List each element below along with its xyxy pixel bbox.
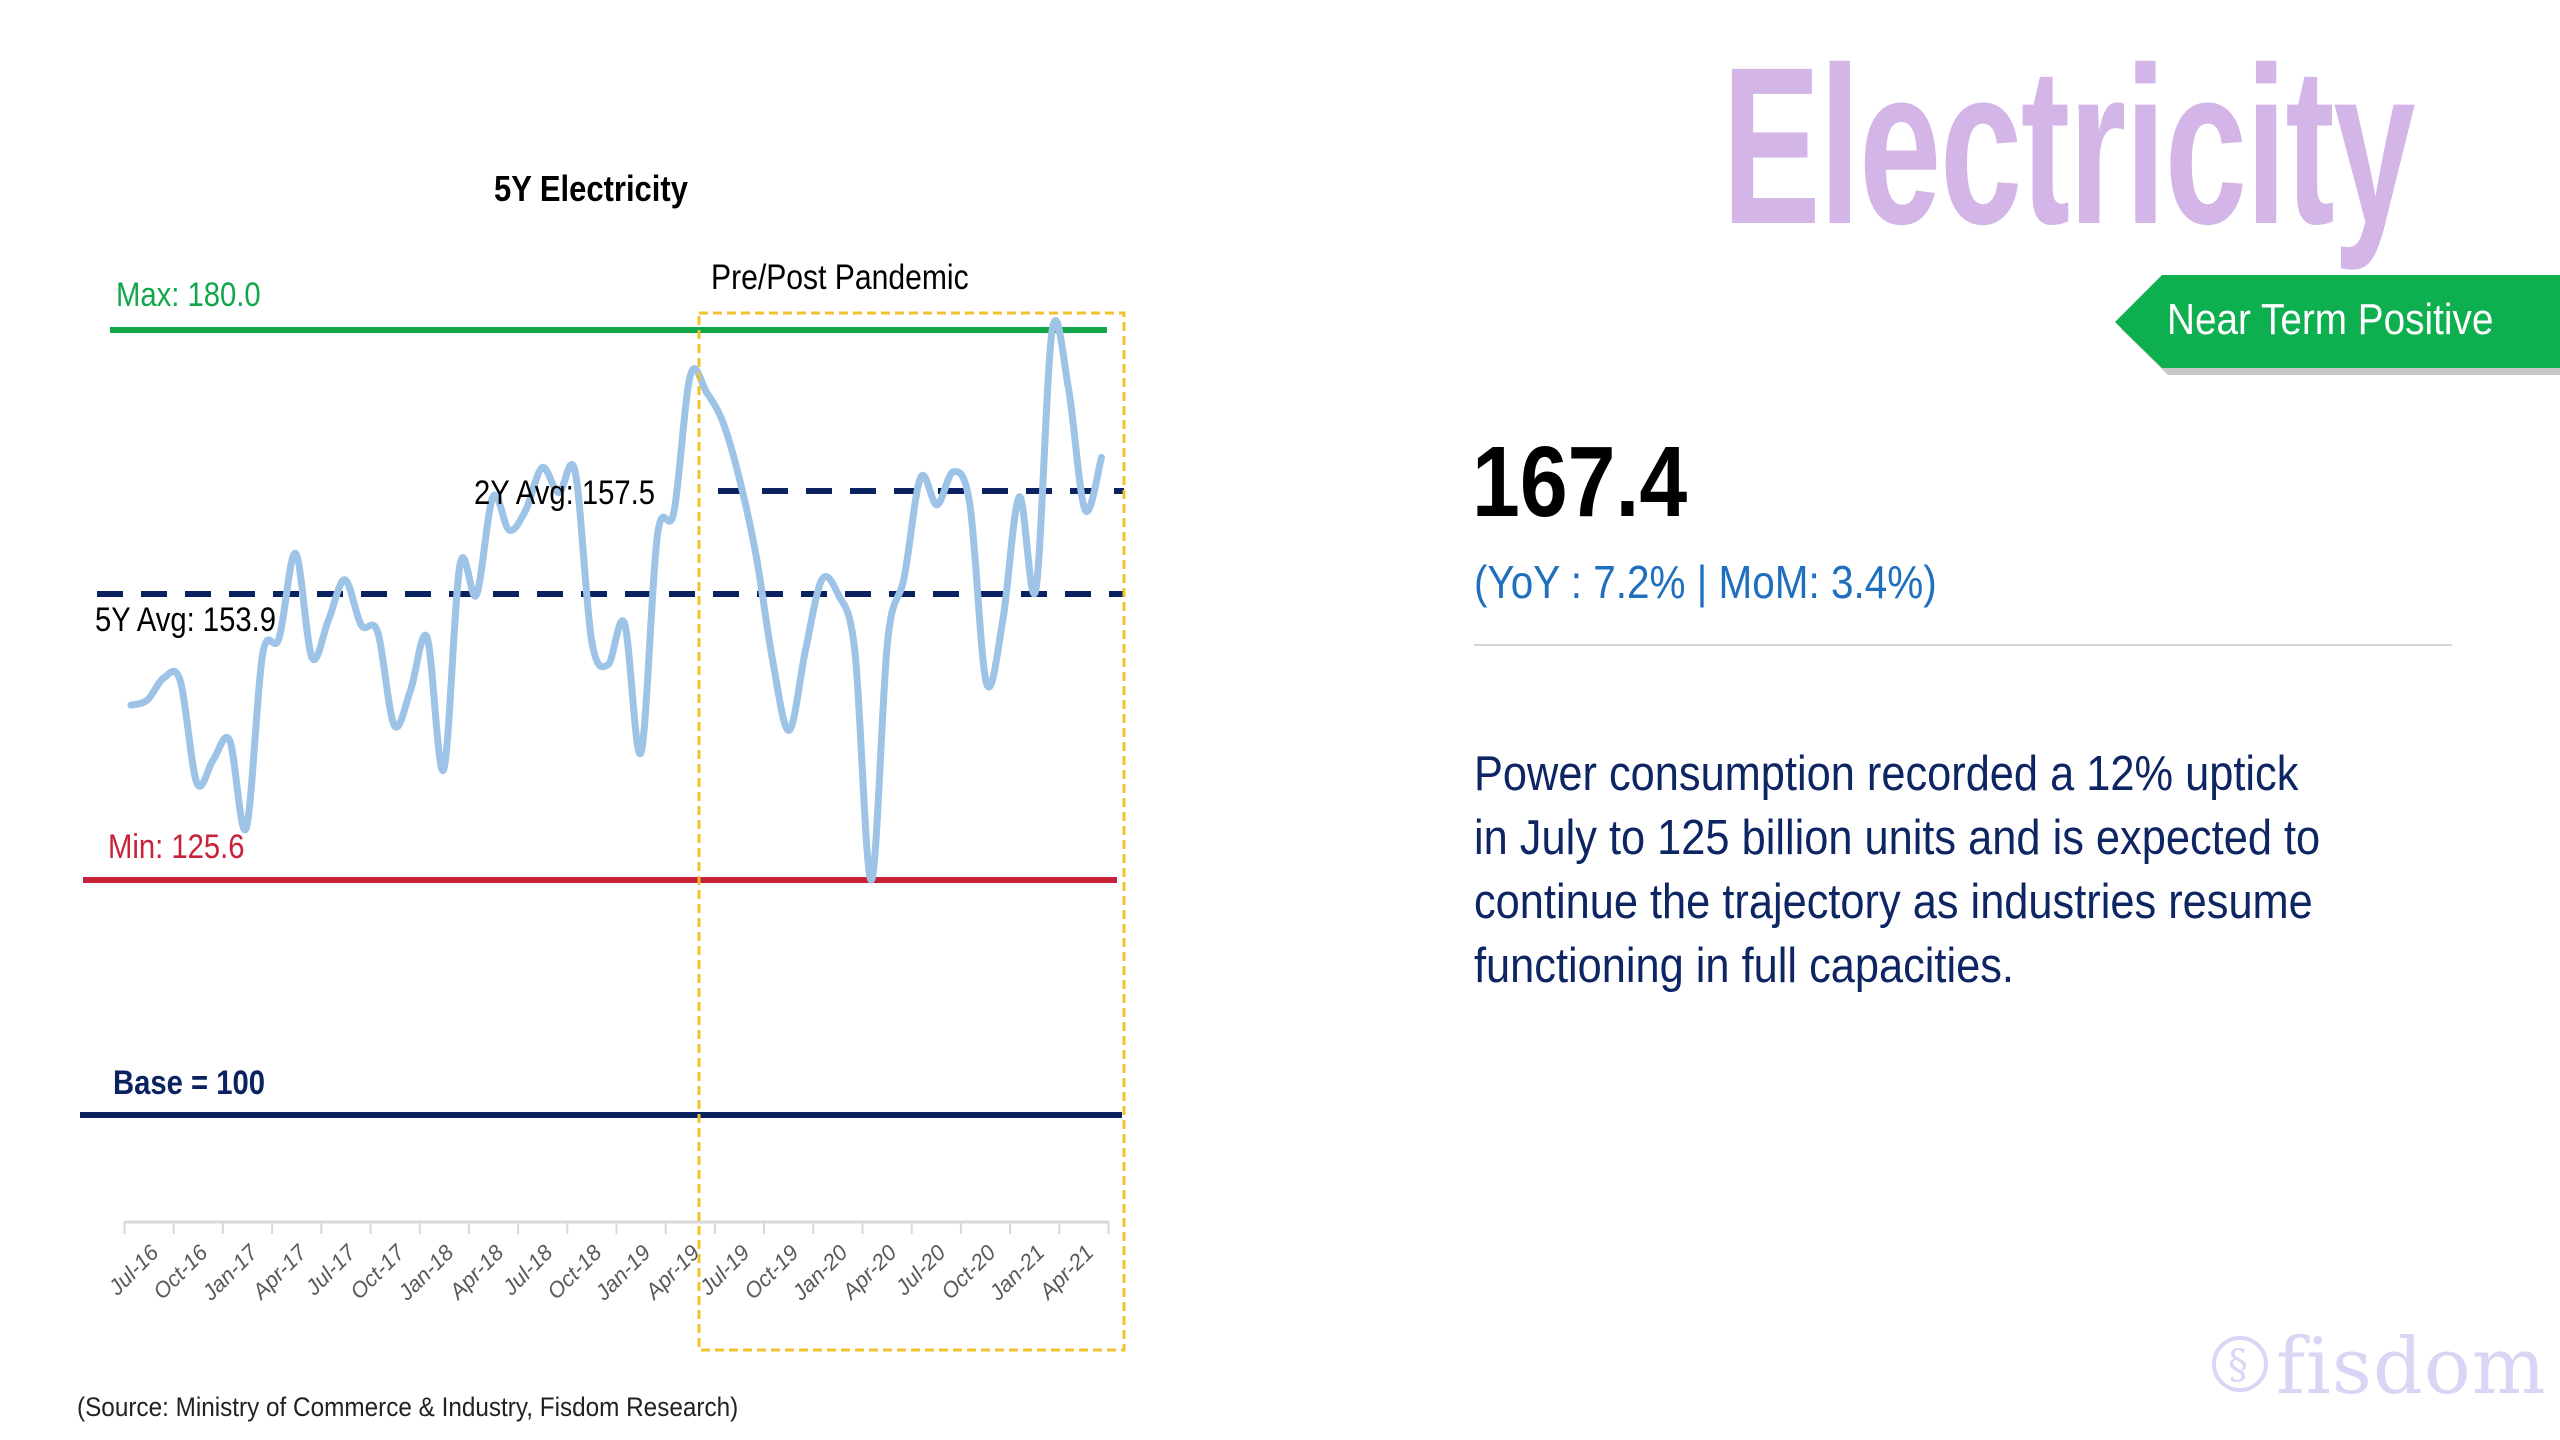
fisdom-logo-icon: §	[2212, 1336, 2268, 1392]
commentary: Power consumption recorded a 12% uptick …	[1474, 742, 2465, 998]
logo-wordmark: fisdom	[2276, 1322, 2547, 1412]
x-axis-ticks	[123, 1222, 1110, 1234]
pandemic-highlight-box	[697, 311, 1126, 1352]
commentary-line: Power consumption recorded a 12% uptick	[1474, 747, 2299, 801]
2y-avg-label: 2Y Avg: 157.5	[474, 474, 656, 512]
min-label: Min: 125.6	[108, 828, 245, 866]
source-note: (Source: Ministry of Commerce & Industry…	[77, 1392, 739, 1422]
current-value: 167.4	[1472, 426, 1688, 538]
chart-title: 5Y Electricity	[494, 168, 688, 209]
pandemic-label: Pre/Post Pandemic	[711, 258, 969, 297]
commentary-line: functioning in full capacities.	[1474, 939, 2014, 993]
max-label: Max: 180.0	[116, 276, 261, 314]
badge-label: Near Term Positive	[2167, 295, 2494, 344]
electricity-series-line	[127, 317, 1105, 884]
badge-arrow-shape	[2115, 275, 2560, 368]
fisdom-logo: § fisdom	[2212, 1322, 2546, 1412]
commentary-line: continue the trajectory as industries re…	[1474, 875, 2313, 929]
growth-stats: (YoY : 7.2% | MoM: 3.4%)	[1474, 556, 1937, 608]
outlook-badge: Near Term Positive	[2115, 275, 2560, 375]
page-title: Electricity	[1722, 21, 2416, 271]
commentary-line: in July to 125 billion units and is expe…	[1474, 811, 2321, 865]
base-label: Base = 100	[113, 1064, 266, 1102]
divider	[1474, 644, 2452, 646]
5y-avg-label: 5Y Avg: 153.9	[95, 601, 277, 639]
